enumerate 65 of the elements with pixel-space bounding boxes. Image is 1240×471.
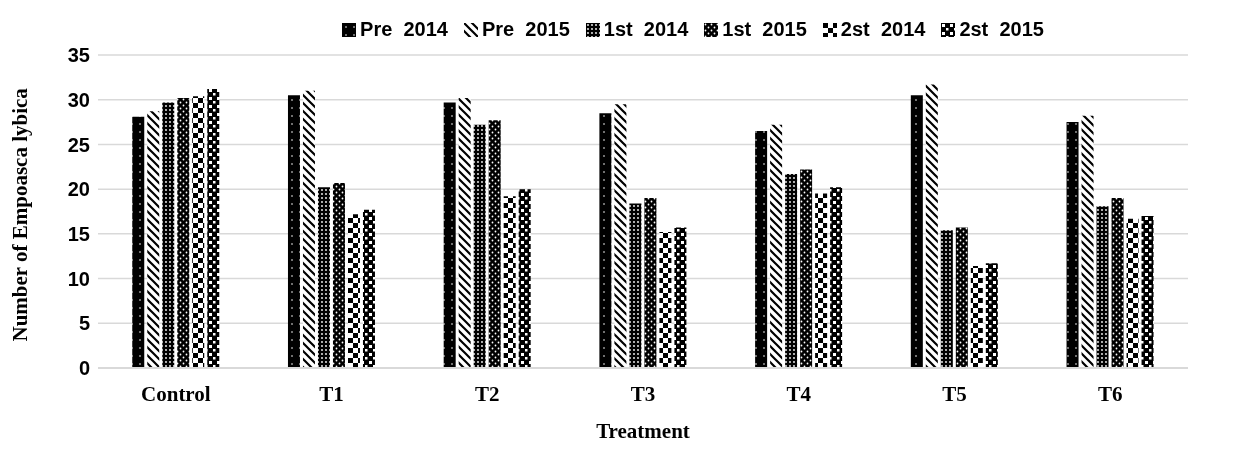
y-tick-label: 30 [67,88,90,111]
bar [302,90,315,368]
y-tick-label: 10 [67,267,90,290]
y-tick-label: 25 [67,133,90,156]
bar [488,120,501,368]
bar [970,266,983,368]
bar [473,124,486,368]
bar [1096,206,1109,368]
bar [1111,198,1124,368]
legend-label: 1st 2015 [721,18,807,41]
bar [955,227,968,368]
legend-label: 2st 2015 [958,18,1044,41]
bar [644,198,657,368]
bar [162,102,175,368]
bar [674,227,687,368]
y-tick-label: 15 [67,222,90,245]
bar [207,88,220,368]
bar [659,232,672,368]
bar [317,187,330,368]
x-tick-label: Control [141,381,211,406]
bar [614,104,627,368]
bar [830,187,843,368]
bar [599,113,612,368]
bar [192,96,205,368]
bar [518,189,531,368]
bar [800,169,813,368]
bar [755,131,768,368]
x-axis-title: Treatment [596,419,690,443]
bar [347,214,360,368]
bar [177,97,190,368]
x-tick-label: T4 [786,381,812,406]
bar [287,95,300,368]
bar [132,116,145,368]
legend-label: Pre 2014 [359,18,448,41]
y-tick-label: 35 [67,44,90,67]
x-tick-label: T1 [319,381,344,406]
bar [770,124,783,368]
x-tick-label: T5 [942,381,967,406]
legend-label: 2st 2014 [839,18,926,41]
legend-label: 1st 2014 [602,18,689,41]
bar [458,97,471,368]
bar [910,95,923,368]
legend-label: Pre 2015 [480,18,570,41]
bar [1126,218,1139,368]
bar [785,173,798,368]
x-tick-label: T3 [630,381,656,406]
bar [443,102,456,368]
y-tick-label: 20 [67,178,90,201]
y-tick-label: 5 [78,312,90,335]
bar [1141,215,1154,368]
bar [503,196,516,368]
bar [1066,122,1079,368]
y-axis-title: Number of Empoasca lybica [8,87,33,342]
x-tick-label: T2 [475,381,500,406]
bar [940,230,953,368]
bar [362,209,375,368]
bar [629,203,642,368]
bar [332,182,345,368]
bar [925,84,938,368]
bar [815,193,828,368]
bar [1081,115,1094,368]
bar [985,263,998,368]
x-tick-label: T6 [1097,381,1123,406]
y-tick-label: 0 [78,357,90,380]
bar [147,111,160,368]
